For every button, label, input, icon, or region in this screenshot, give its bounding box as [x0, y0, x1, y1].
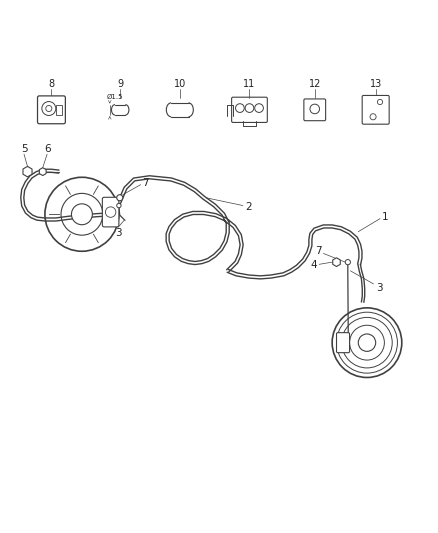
Circle shape	[345, 260, 350, 265]
Polygon shape	[333, 258, 340, 266]
Text: 7: 7	[143, 178, 149, 188]
Text: 3: 3	[115, 228, 121, 238]
Text: 11: 11	[244, 79, 256, 88]
Bar	[56, 104, 62, 115]
Text: 13: 13	[370, 79, 382, 88]
Text: 2: 2	[245, 202, 252, 212]
FancyBboxPatch shape	[336, 333, 350, 353]
Circle shape	[370, 114, 376, 120]
Circle shape	[117, 204, 121, 208]
Text: Ø1.5: Ø1.5	[107, 94, 124, 100]
Circle shape	[378, 99, 383, 104]
Circle shape	[310, 104, 320, 114]
Text: 8: 8	[48, 79, 54, 88]
Text: 10: 10	[174, 79, 186, 88]
Polygon shape	[23, 166, 32, 177]
Text: 5: 5	[21, 144, 27, 154]
Circle shape	[236, 104, 244, 112]
FancyBboxPatch shape	[38, 96, 65, 124]
Circle shape	[117, 195, 123, 201]
Circle shape	[245, 104, 254, 112]
Text: 6: 6	[44, 144, 50, 154]
Text: 1: 1	[382, 212, 389, 222]
FancyBboxPatch shape	[362, 95, 389, 124]
Circle shape	[71, 204, 92, 225]
Circle shape	[46, 106, 52, 111]
FancyBboxPatch shape	[102, 197, 119, 227]
Text: 12: 12	[308, 79, 321, 88]
Text: 7: 7	[315, 246, 321, 256]
Text: 4: 4	[311, 260, 317, 270]
Circle shape	[254, 104, 263, 112]
Circle shape	[358, 334, 376, 351]
Text: 9: 9	[117, 79, 123, 88]
Polygon shape	[39, 168, 46, 175]
Text: 3: 3	[376, 283, 382, 293]
